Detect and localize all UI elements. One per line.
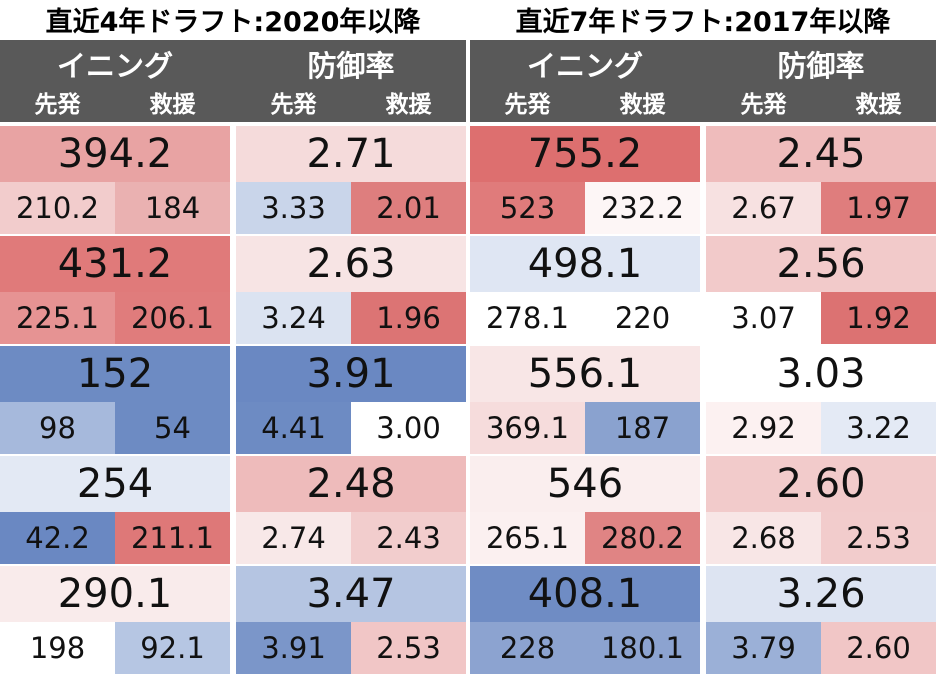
- group-label: 防御率: [236, 44, 466, 84]
- reliever-cell: 1.92: [821, 292, 936, 344]
- sub-label: 先発: [236, 84, 351, 120]
- starter-cell: 2.67: [706, 182, 821, 234]
- starter-cell: 3.07: [706, 292, 821, 344]
- reliever-cell: 211.1: [115, 512, 230, 564]
- starter-cell: 523: [470, 182, 585, 234]
- sub-label: 救援: [115, 84, 230, 120]
- starter-cell: 42.2: [0, 512, 115, 564]
- starter-cell: 265.1: [470, 512, 585, 564]
- starter-cell: 3.24: [236, 292, 351, 344]
- panel-title: 直近7年ドラフト:2017年以降: [470, 0, 936, 38]
- starter-cell: 228: [470, 622, 585, 674]
- total-cell: 408.1: [470, 566, 700, 622]
- total-cell: 2.71: [236, 126, 466, 182]
- sub-label: 先発: [706, 84, 821, 120]
- total-cell: 3.26: [706, 566, 936, 622]
- total-cell: 755.2: [470, 126, 700, 182]
- starter-cell: 198: [0, 622, 115, 674]
- reliever-cell: 2.01: [351, 182, 466, 234]
- group-label: イニング: [470, 44, 700, 84]
- starter-cell: 225.1: [0, 292, 115, 344]
- reliever-cell: 2.53: [351, 622, 466, 674]
- reliever-cell: 3.22: [821, 402, 936, 454]
- total-cell: 2.56: [706, 236, 936, 292]
- sub-label: 救援: [585, 84, 700, 120]
- reliever-cell: 184: [115, 182, 230, 234]
- starter-cell: 369.1: [470, 402, 585, 454]
- starter-cell: 2.92: [706, 402, 821, 454]
- total-cell: 556.1: [470, 346, 700, 402]
- reliever-cell: 1.96: [351, 292, 466, 344]
- reliever-cell: 3.00: [351, 402, 466, 454]
- sub-label: 先発: [470, 84, 585, 120]
- total-cell: 3.47: [236, 566, 466, 622]
- reliever-cell: 280.2: [585, 512, 700, 564]
- total-cell: 2.63: [236, 236, 466, 292]
- reliever-cell: 2.43: [351, 512, 466, 564]
- total-cell: 152: [0, 346, 230, 402]
- starter-cell: 2.68: [706, 512, 821, 564]
- starter-cell: 98: [0, 402, 115, 454]
- starter-cell: 2.74: [236, 512, 351, 564]
- reliever-cell: 1.97: [821, 182, 936, 234]
- total-cell: 254: [0, 456, 230, 512]
- total-cell: 3.91: [236, 346, 466, 402]
- starter-cell: 3.33: [236, 182, 351, 234]
- sub-label: 救援: [351, 84, 466, 120]
- reliever-cell: 2.53: [821, 512, 936, 564]
- starter-cell: 3.91: [236, 622, 351, 674]
- group-label: 防御率: [706, 44, 936, 84]
- total-cell: 2.45: [706, 126, 936, 182]
- total-cell: 3.03: [706, 346, 936, 402]
- starter-cell: 3.79: [706, 622, 821, 674]
- total-cell: 498.1: [470, 236, 700, 292]
- starter-cell: 4.41: [236, 402, 351, 454]
- reliever-cell: 2.60: [821, 622, 936, 674]
- total-cell: 290.1: [0, 566, 230, 622]
- reliever-cell: 187: [585, 402, 700, 454]
- total-cell: 546: [470, 456, 700, 512]
- starter-cell: 210.2: [0, 182, 115, 234]
- total-cell: 2.48: [236, 456, 466, 512]
- total-cell: 431.2: [0, 236, 230, 292]
- reliever-cell: 180.1: [585, 622, 700, 674]
- reliever-cell: 220: [585, 292, 700, 344]
- reliever-cell: 54: [115, 402, 230, 454]
- starter-cell: 278.1: [470, 292, 585, 344]
- sub-label: 救援: [821, 84, 936, 120]
- sub-label: 先発: [0, 84, 115, 120]
- total-cell: 394.2: [0, 126, 230, 182]
- reliever-cell: 92.1: [115, 622, 230, 674]
- panel-title: 直近4年ドラフト:2020年以降: [0, 0, 466, 38]
- group-label: イニング: [0, 44, 230, 84]
- reliever-cell: 232.2: [585, 182, 700, 234]
- reliever-cell: 206.1: [115, 292, 230, 344]
- total-cell: 2.60: [706, 456, 936, 512]
